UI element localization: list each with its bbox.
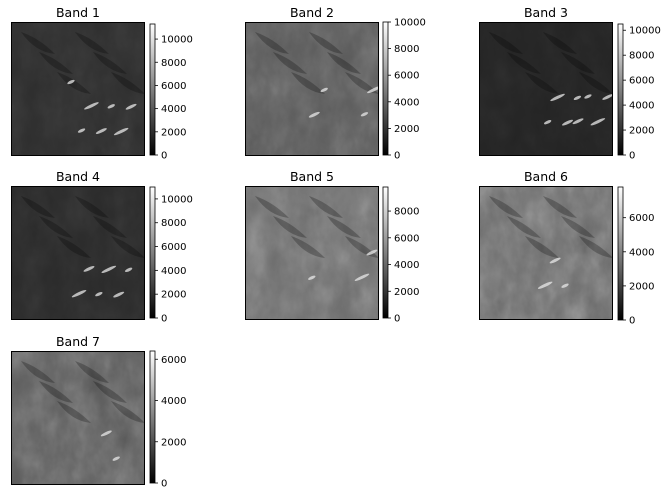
colorbar-tick-label: 8000 (161, 58, 186, 69)
band-panel: Band 5 0 2000 4000 6000 8000 (245, 169, 419, 325)
colorbar-tick-label: 4000 (161, 266, 186, 277)
colorbar (617, 186, 624, 321)
band-image (245, 186, 379, 320)
panel-title: Band 6 (524, 169, 568, 184)
colorbar-tick-label: 8000 (394, 207, 419, 218)
colorbar-tick-label: 2000 (161, 437, 186, 448)
colorbar-tick-label: 0 (394, 314, 400, 325)
panel-frame (245, 22, 379, 156)
colorbar-tick-label: 4000 (394, 260, 419, 271)
band-image (245, 22, 379, 156)
colorbar-tick-label: 4000 (394, 97, 419, 108)
colorbar (149, 350, 156, 484)
panel-frame (245, 186, 379, 320)
panel-title: Band 5 (290, 169, 334, 184)
colorbar-tick-label: 6000 (394, 233, 419, 244)
colorbar-tick-label: 2000 (161, 290, 186, 301)
colorbar-tick-label: 0 (161, 314, 167, 325)
band-panel: Band 3 0 2000 4000 6000 8000 10000 (479, 5, 661, 162)
panel-title: Band 7 (56, 334, 100, 349)
colorbar-tick-label: 4000 (629, 247, 654, 258)
band-image (479, 22, 613, 156)
band-panel: Band 1 0 2000 4000 6000 8000 10000 (11, 5, 193, 162)
colorbar-tick-label: 4000 (161, 104, 186, 115)
colorbar (382, 21, 389, 156)
colorbar (149, 23, 156, 156)
colorbar-tick-label: 2000 (394, 124, 419, 135)
colorbar-tick-label: 4000 (629, 101, 654, 112)
colorbar-tick-label: 4000 (161, 396, 186, 407)
band-image (11, 22, 145, 156)
colorbar-tick-label: 0 (161, 151, 167, 162)
colorbar (617, 23, 624, 156)
colorbar-tick-label: 6000 (161, 355, 186, 366)
panel-frame (11, 186, 145, 320)
colorbar (382, 186, 389, 319)
colorbar-tick-label: 6000 (629, 213, 654, 224)
colorbar-tick-label: 0 (161, 479, 167, 490)
band-panel: Band 6 0 2000 4000 6000 (479, 169, 654, 327)
colorbar-tick-label: 0 (394, 151, 400, 162)
colorbar-tick-label: 2000 (629, 126, 654, 137)
colorbar-tick-label: 10000 (394, 18, 426, 29)
panel-title: Band 1 (56, 5, 100, 20)
colorbar-tick-label: 6000 (161, 81, 186, 92)
band-image (479, 186, 613, 320)
colorbar (149, 186, 156, 319)
colorbar-tick-label: 6000 (629, 76, 654, 87)
colorbar-tick-label: 6000 (161, 242, 186, 253)
band-image (11, 351, 145, 485)
panel-frame (479, 186, 613, 320)
colorbar-tick-label: 2000 (394, 287, 419, 298)
panel-title: Band 2 (290, 5, 334, 20)
panel-title: Band 4 (56, 169, 100, 184)
colorbar-tick-label: 6000 (394, 71, 419, 82)
colorbar-tick-label: 10000 (161, 194, 193, 205)
colorbar-tick-label: 8000 (394, 44, 419, 55)
band-image (11, 186, 145, 320)
panel-title: Band 3 (524, 5, 568, 20)
band-panel: Band 2 0 2000 4000 6000 8000 10000 (245, 5, 426, 162)
colorbar-tick-label: 8000 (629, 51, 654, 62)
colorbar-tick-label: 0 (629, 316, 635, 327)
band-panel: Band 7 0 2000 4000 6000 (11, 334, 186, 490)
colorbar-tick-label: 10000 (629, 26, 661, 37)
colorbar-tick-label: 10000 (161, 35, 193, 46)
panel-frame (479, 22, 613, 156)
panel-frame (11, 22, 145, 156)
colorbar-tick-label: 2000 (629, 281, 654, 292)
panel-frame (11, 351, 145, 485)
colorbar-tick-label: 2000 (161, 127, 186, 138)
band-panel: Band 4 0 2000 4000 6000 8000 10000 (11, 169, 193, 325)
colorbar-tick-label: 8000 (161, 218, 186, 229)
colorbar-tick-label: 0 (629, 151, 635, 162)
